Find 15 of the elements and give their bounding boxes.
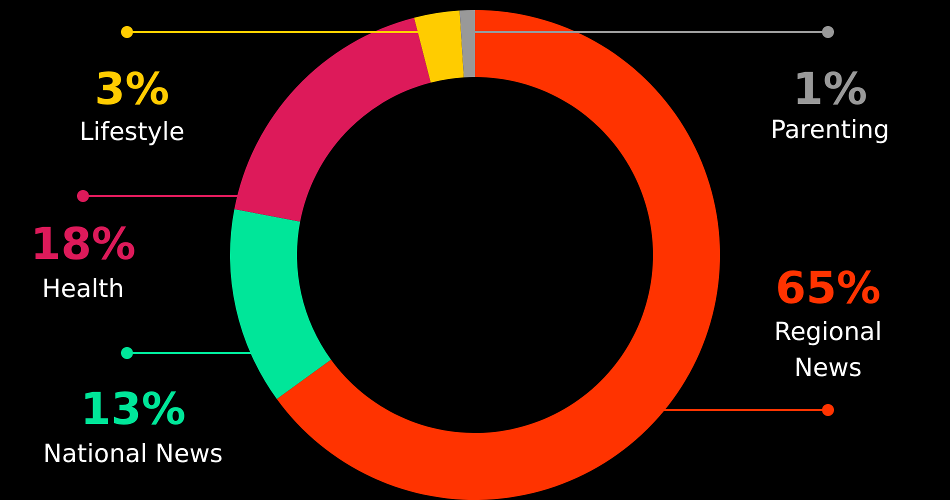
slice-label: Parenting bbox=[770, 115, 890, 144]
slice-label: Health bbox=[42, 274, 124, 303]
donut-slice bbox=[276, 10, 720, 500]
data-label: 1% bbox=[792, 64, 868, 115]
data-label: 3% bbox=[94, 64, 170, 115]
data-label: 13% bbox=[80, 384, 186, 435]
donut-slice bbox=[230, 209, 331, 400]
data-label: 18% bbox=[30, 219, 136, 270]
slice-label: National News bbox=[43, 439, 223, 468]
donut-slice bbox=[414, 10, 464, 83]
data-label: 65% bbox=[775, 263, 881, 314]
donut-slice bbox=[234, 18, 431, 222]
slice-label: Lifestyle bbox=[79, 117, 185, 146]
slice-label: Regional News bbox=[774, 317, 882, 382]
donut-slice bbox=[460, 10, 475, 78]
